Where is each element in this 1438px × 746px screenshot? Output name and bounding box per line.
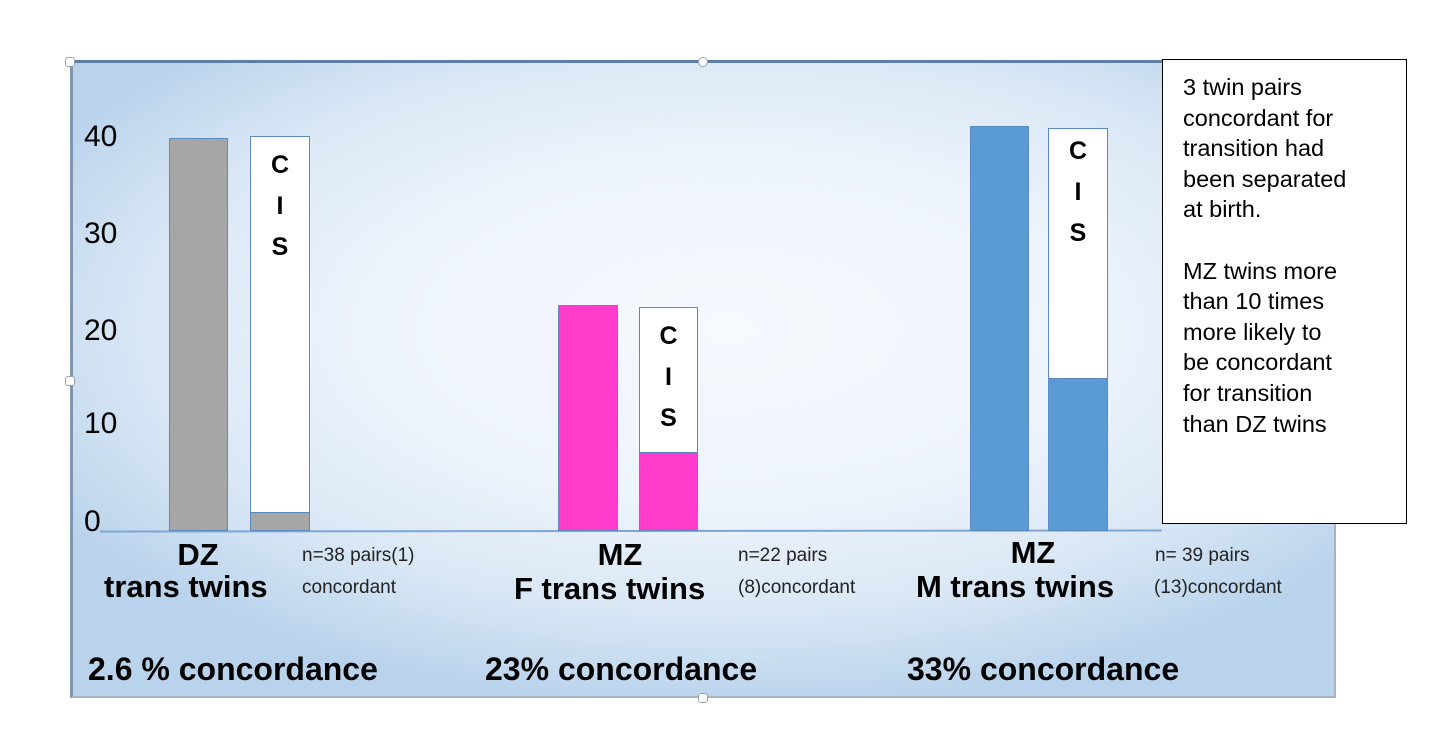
note-textbox: 3 twin pairs concordant for transition h…	[1162, 59, 1407, 524]
resize-handle-bottom-center[interactable]	[698, 693, 708, 703]
concordance-mzm: 33% concordance	[907, 651, 1180, 687]
resize-handle-top-center[interactable]	[698, 57, 708, 67]
resize-handle-middle-left[interactable]	[65, 376, 75, 386]
concordance-mzf: 23% concordance	[485, 651, 758, 687]
bar-dz-total	[169, 138, 228, 531]
group-mzm-n: n= 39 pairs	[1155, 545, 1250, 566]
group-dz-title-line1: DZ	[177, 537, 219, 572]
y-tick-30: 30	[84, 217, 118, 250]
bar-dz-concordant	[251, 512, 309, 530]
group-mzf-title-line1: MZ	[597, 537, 643, 572]
group-mzf-n: n=22 pairs	[738, 545, 828, 566]
bar-mzf-concordant	[640, 452, 697, 530]
bar-mzm-concordant	[1049, 378, 1107, 530]
y-tick-0: 0	[84, 505, 101, 538]
group-mzf-title-line2: F trans twins	[514, 571, 706, 606]
bar-mzm-total	[970, 126, 1029, 531]
group-mzm-n-concordant: (13)concordant	[1154, 577, 1282, 598]
concordance-dz: 2.6 % concordance	[88, 651, 378, 687]
resize-handle-top-left[interactable]	[65, 57, 75, 67]
group-mzm-title-line1: MZ	[1010, 535, 1056, 570]
group-dz-n-concordant: concordant	[302, 577, 397, 598]
group-mzf-n-concordant: (8)concordant	[738, 577, 856, 598]
y-tick-20: 20	[84, 314, 118, 347]
y-tick-40: 40	[84, 120, 118, 153]
y-tick-10: 10	[84, 407, 118, 440]
group-dz-title-line2: trans twins	[104, 569, 268, 604]
bar-mzf-total	[558, 305, 618, 531]
group-mzm-title-line2: M trans twins	[916, 569, 1115, 604]
group-dz-n: n=38 pairs(1)	[302, 545, 415, 566]
